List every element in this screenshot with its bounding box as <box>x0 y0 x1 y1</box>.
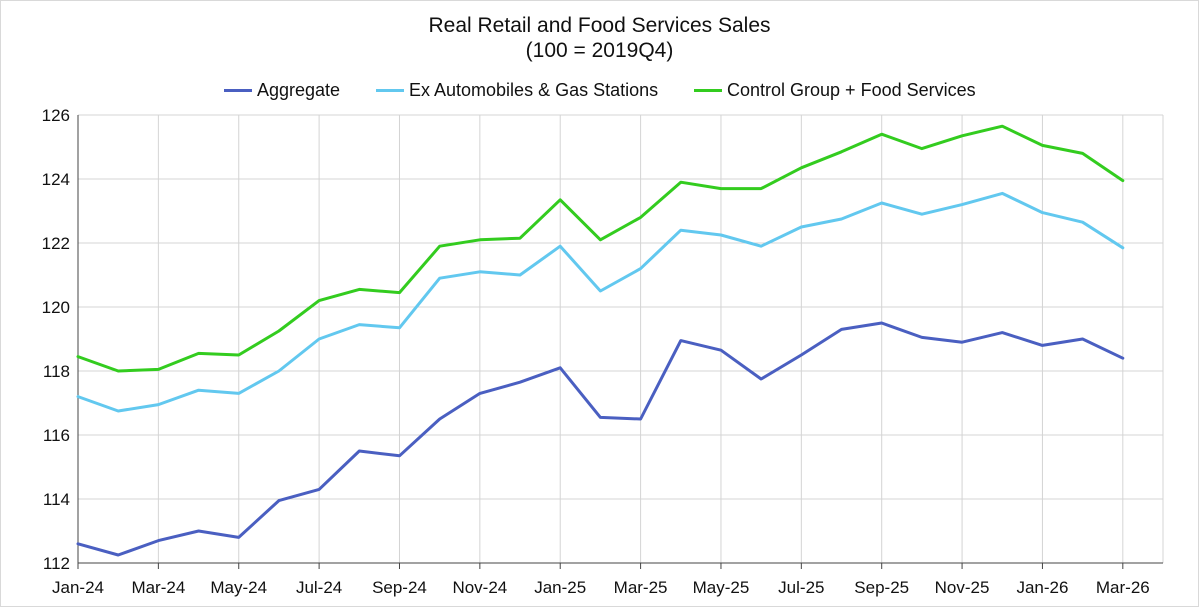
y-tick-label: 124 <box>42 170 70 189</box>
x-tick-label: Sep-25 <box>854 578 909 597</box>
legend-swatch-aggregate <box>224 88 252 92</box>
chart-subtitle: (100 = 2019Q4) <box>525 39 674 62</box>
y-tick-label: 126 <box>42 106 70 125</box>
legend-label-aggregate: Aggregate <box>257 79 341 100</box>
series-line-aggregate <box>76 321 1125 557</box>
x-tick-label: Jul-25 <box>778 578 824 597</box>
x-tick-label: May-24 <box>210 578 267 597</box>
x-tick-label: Sep-24 <box>372 578 427 597</box>
legend-item-aggregate: Aggregate <box>224 79 340 101</box>
x-tick-label: Mar-26 <box>1096 578 1150 597</box>
legend-label-ex-autos-gas: Ex Automobiles & Gas Stations <box>409 79 659 100</box>
x-tick-label: Jan-25 <box>534 578 586 597</box>
legend-swatch-control-group <box>694 88 722 92</box>
legend-item-control-group: Control Group + Food Services <box>694 79 976 101</box>
x-tick-label: Jan-24 <box>52 578 104 597</box>
legend-item-ex-autos-gas: Ex Automobiles & Gas Stations <box>376 79 658 101</box>
series-line-ex-autos-gas <box>76 191 1125 413</box>
series-line-control-group <box>76 124 1125 373</box>
x-tick-label: Jul-24 <box>296 578 342 597</box>
legend-label-control-group: Control Group + Food Services <box>727 79 976 100</box>
x-tick-label: May-25 <box>693 578 750 597</box>
x-tick-label: Jan-26 <box>1016 578 1068 597</box>
x-tick-label: Mar-25 <box>614 578 668 597</box>
y-tick-label: 122 <box>42 234 70 253</box>
y-tick-label: 114 <box>43 490 70 509</box>
y-tick-label: 116 <box>43 426 70 445</box>
x-tick-label: Mar-24 <box>131 578 185 597</box>
x-tick-label: Nov-25 <box>935 578 990 597</box>
y-tick-label: 112 <box>43 554 70 573</box>
chart-title: Real Retail and Food Services Sales <box>428 14 771 37</box>
y-tick-label: 118 <box>43 362 70 381</box>
x-tick-label: Nov-24 <box>452 578 507 597</box>
legend-swatch-ex-autos-gas <box>376 88 404 92</box>
y-tick-label: 120 <box>42 298 70 317</box>
